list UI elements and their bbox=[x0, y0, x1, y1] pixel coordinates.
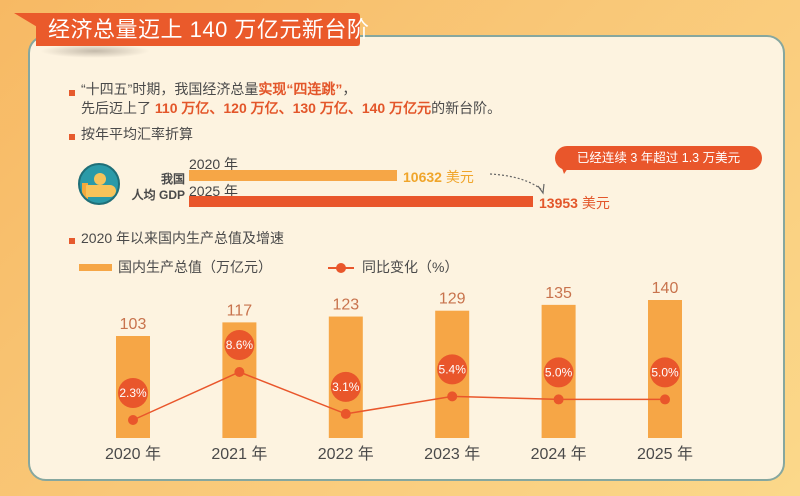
gdp-label-line2: 人均 GDP bbox=[131, 188, 185, 202]
gdp-value-number: 10632 bbox=[403, 169, 442, 185]
growth-bubble bbox=[437, 354, 468, 385]
page-title: 经济总量迈上 140 万亿元新台阶 bbox=[48, 17, 370, 42]
x-tick-label: 2025 年 bbox=[637, 445, 693, 463]
growth-point bbox=[340, 408, 351, 419]
intro-line-1: “十四五”时期，我国经济总量实现“四连跳”， bbox=[81, 79, 356, 99]
intro-line-2: 先后迈上了 110 万亿、120 万亿、130 万亿、140 万亿元的新台阶。 bbox=[81, 98, 501, 118]
growth-value-label: 8.6% bbox=[226, 338, 254, 352]
growth-bubble bbox=[330, 371, 361, 402]
growth-point bbox=[128, 415, 138, 425]
hand-coin-icon bbox=[78, 163, 120, 205]
x-tick-label: 2022 年 bbox=[318, 445, 374, 463]
growth-point bbox=[553, 394, 564, 405]
growth-bubble bbox=[224, 330, 255, 360]
intro-highlight: 实现“四连跳” bbox=[258, 81, 343, 97]
growth-line bbox=[132, 371, 665, 421]
x-tick-label: 2024 年 bbox=[531, 445, 587, 463]
bullet-icon bbox=[69, 238, 75, 244]
legend-bar-label: 国内生产总值（万亿元） bbox=[118, 259, 272, 275]
section-title-exchange: 按年平均汇率折算 bbox=[81, 126, 193, 142]
gdp-value-number: 13953 bbox=[539, 195, 578, 211]
gdp-value-2020: 10632 美元 bbox=[403, 167, 474, 187]
x-tick-label: 2020 年 bbox=[105, 445, 161, 463]
growth-bubble bbox=[650, 357, 680, 388]
gdp-bar-value-label: 135 bbox=[545, 285, 572, 302]
growth-value-label: 3.1% bbox=[332, 380, 360, 394]
callout-badge: 已经连续 3 年超过 1.3 万美元 bbox=[555, 146, 762, 170]
intro-text: ， bbox=[342, 81, 357, 97]
legend-line-label: 同比变化（%） bbox=[362, 259, 459, 275]
growth-point bbox=[234, 367, 245, 377]
x-tick-label: 2023 年 bbox=[424, 445, 480, 463]
intro-text: 先后迈上了 bbox=[81, 100, 155, 116]
intro-highlight: 110 万亿、120 万亿、130 万亿、140 万亿元 bbox=[154, 100, 432, 116]
growth-bubble bbox=[543, 357, 574, 388]
growth-point bbox=[660, 394, 670, 405]
gdp-value-2025: 13953 美元 bbox=[539, 193, 610, 213]
growth-bubble bbox=[118, 378, 148, 408]
chart-title: 2020 年以来国内生产总值及增速 bbox=[81, 230, 285, 246]
gdp-bar-value-label: 129 bbox=[439, 291, 466, 308]
legend-dot-icon bbox=[336, 263, 346, 273]
gdp-bar-value-label: 103 bbox=[120, 316, 147, 333]
gdp-year-2020: 2020 年 bbox=[189, 156, 239, 172]
growth-value-label: 5.0% bbox=[545, 365, 573, 379]
gdp-value-unit: 美元 bbox=[577, 195, 610, 211]
x-tick-label: 2021 年 bbox=[211, 445, 267, 463]
growth-point bbox=[447, 391, 458, 402]
bullet-icon bbox=[69, 134, 75, 140]
banner-shadow bbox=[40, 44, 150, 58]
title-banner bbox=[14, 13, 360, 46]
growth-value-label: 2.3% bbox=[119, 386, 147, 400]
gdp-bar-value-label: 140 bbox=[652, 280, 679, 297]
gdp-bar-value-label: 117 bbox=[227, 302, 253, 319]
growth-value-label: 5.0% bbox=[651, 365, 679, 379]
gdp-year-2025: 2025 年 bbox=[189, 183, 239, 199]
legend-bar-swatch bbox=[79, 264, 112, 271]
intro-text: “十四五”时期，我国经济总量 bbox=[81, 81, 259, 97]
bullet-icon bbox=[69, 90, 75, 96]
intro-text: 的新台阶。 bbox=[431, 100, 502, 116]
gdp-bar-2025 bbox=[189, 196, 533, 207]
gdp-bar-value-label: 123 bbox=[332, 297, 359, 314]
growth-value-label: 5.4% bbox=[439, 362, 467, 376]
gdp-bar-2020 bbox=[189, 170, 397, 181]
gdp-label-line1: 我国 bbox=[160, 172, 185, 186]
gdp-value-unit: 美元 bbox=[441, 169, 474, 185]
